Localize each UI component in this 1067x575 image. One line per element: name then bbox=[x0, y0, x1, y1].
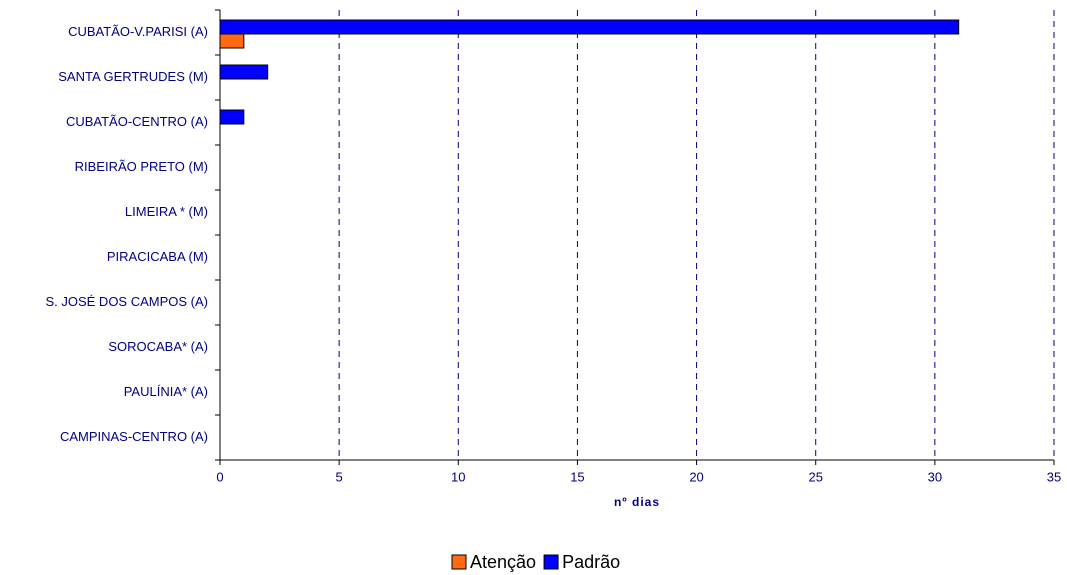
legend-label: Atenção bbox=[470, 552, 536, 572]
x-tick-label: 20 bbox=[689, 469, 703, 484]
y-tick-label: RIBEIRÃO PRETO (M) bbox=[75, 159, 208, 174]
y-tick-label: CAMPINAS-CENTRO (A) bbox=[60, 429, 208, 444]
y-tick-label: LIMEIRA * (M) bbox=[125, 204, 208, 219]
y-tick-label: SANTA GERTRUDES (M) bbox=[58, 69, 208, 84]
x-tick-label: 0 bbox=[216, 469, 223, 484]
legend-swatch bbox=[451, 554, 467, 570]
x-tick-label: 10 bbox=[451, 469, 465, 484]
x-tick-label: 30 bbox=[928, 469, 942, 484]
y-tick-label: PIRACICABA (M) bbox=[107, 249, 208, 264]
legend-swatch bbox=[543, 554, 559, 570]
x-tick-label: 5 bbox=[336, 469, 343, 484]
bar bbox=[219, 19, 960, 35]
legend-label: Padrão bbox=[562, 552, 620, 572]
x-tick-label: 15 bbox=[570, 469, 584, 484]
y-tick-label: S. JOSÉ DOS CAMPOS (A) bbox=[45, 294, 208, 309]
bar bbox=[219, 64, 269, 80]
y-tick-label: PAULÍNIA* (A) bbox=[124, 384, 208, 399]
bar bbox=[219, 33, 245, 49]
y-tick-label: CUBATÃO-CENTRO (A) bbox=[66, 114, 208, 129]
x-tick-label: 35 bbox=[1047, 469, 1061, 484]
y-tick-label: SOROCABA* (A) bbox=[108, 339, 208, 354]
y-tick-label: CUBATÃO-V.PARISI (A) bbox=[68, 24, 208, 39]
x-axis-label: nº dias bbox=[614, 495, 660, 509]
bar bbox=[219, 109, 245, 125]
x-tick-label: 25 bbox=[808, 469, 822, 484]
